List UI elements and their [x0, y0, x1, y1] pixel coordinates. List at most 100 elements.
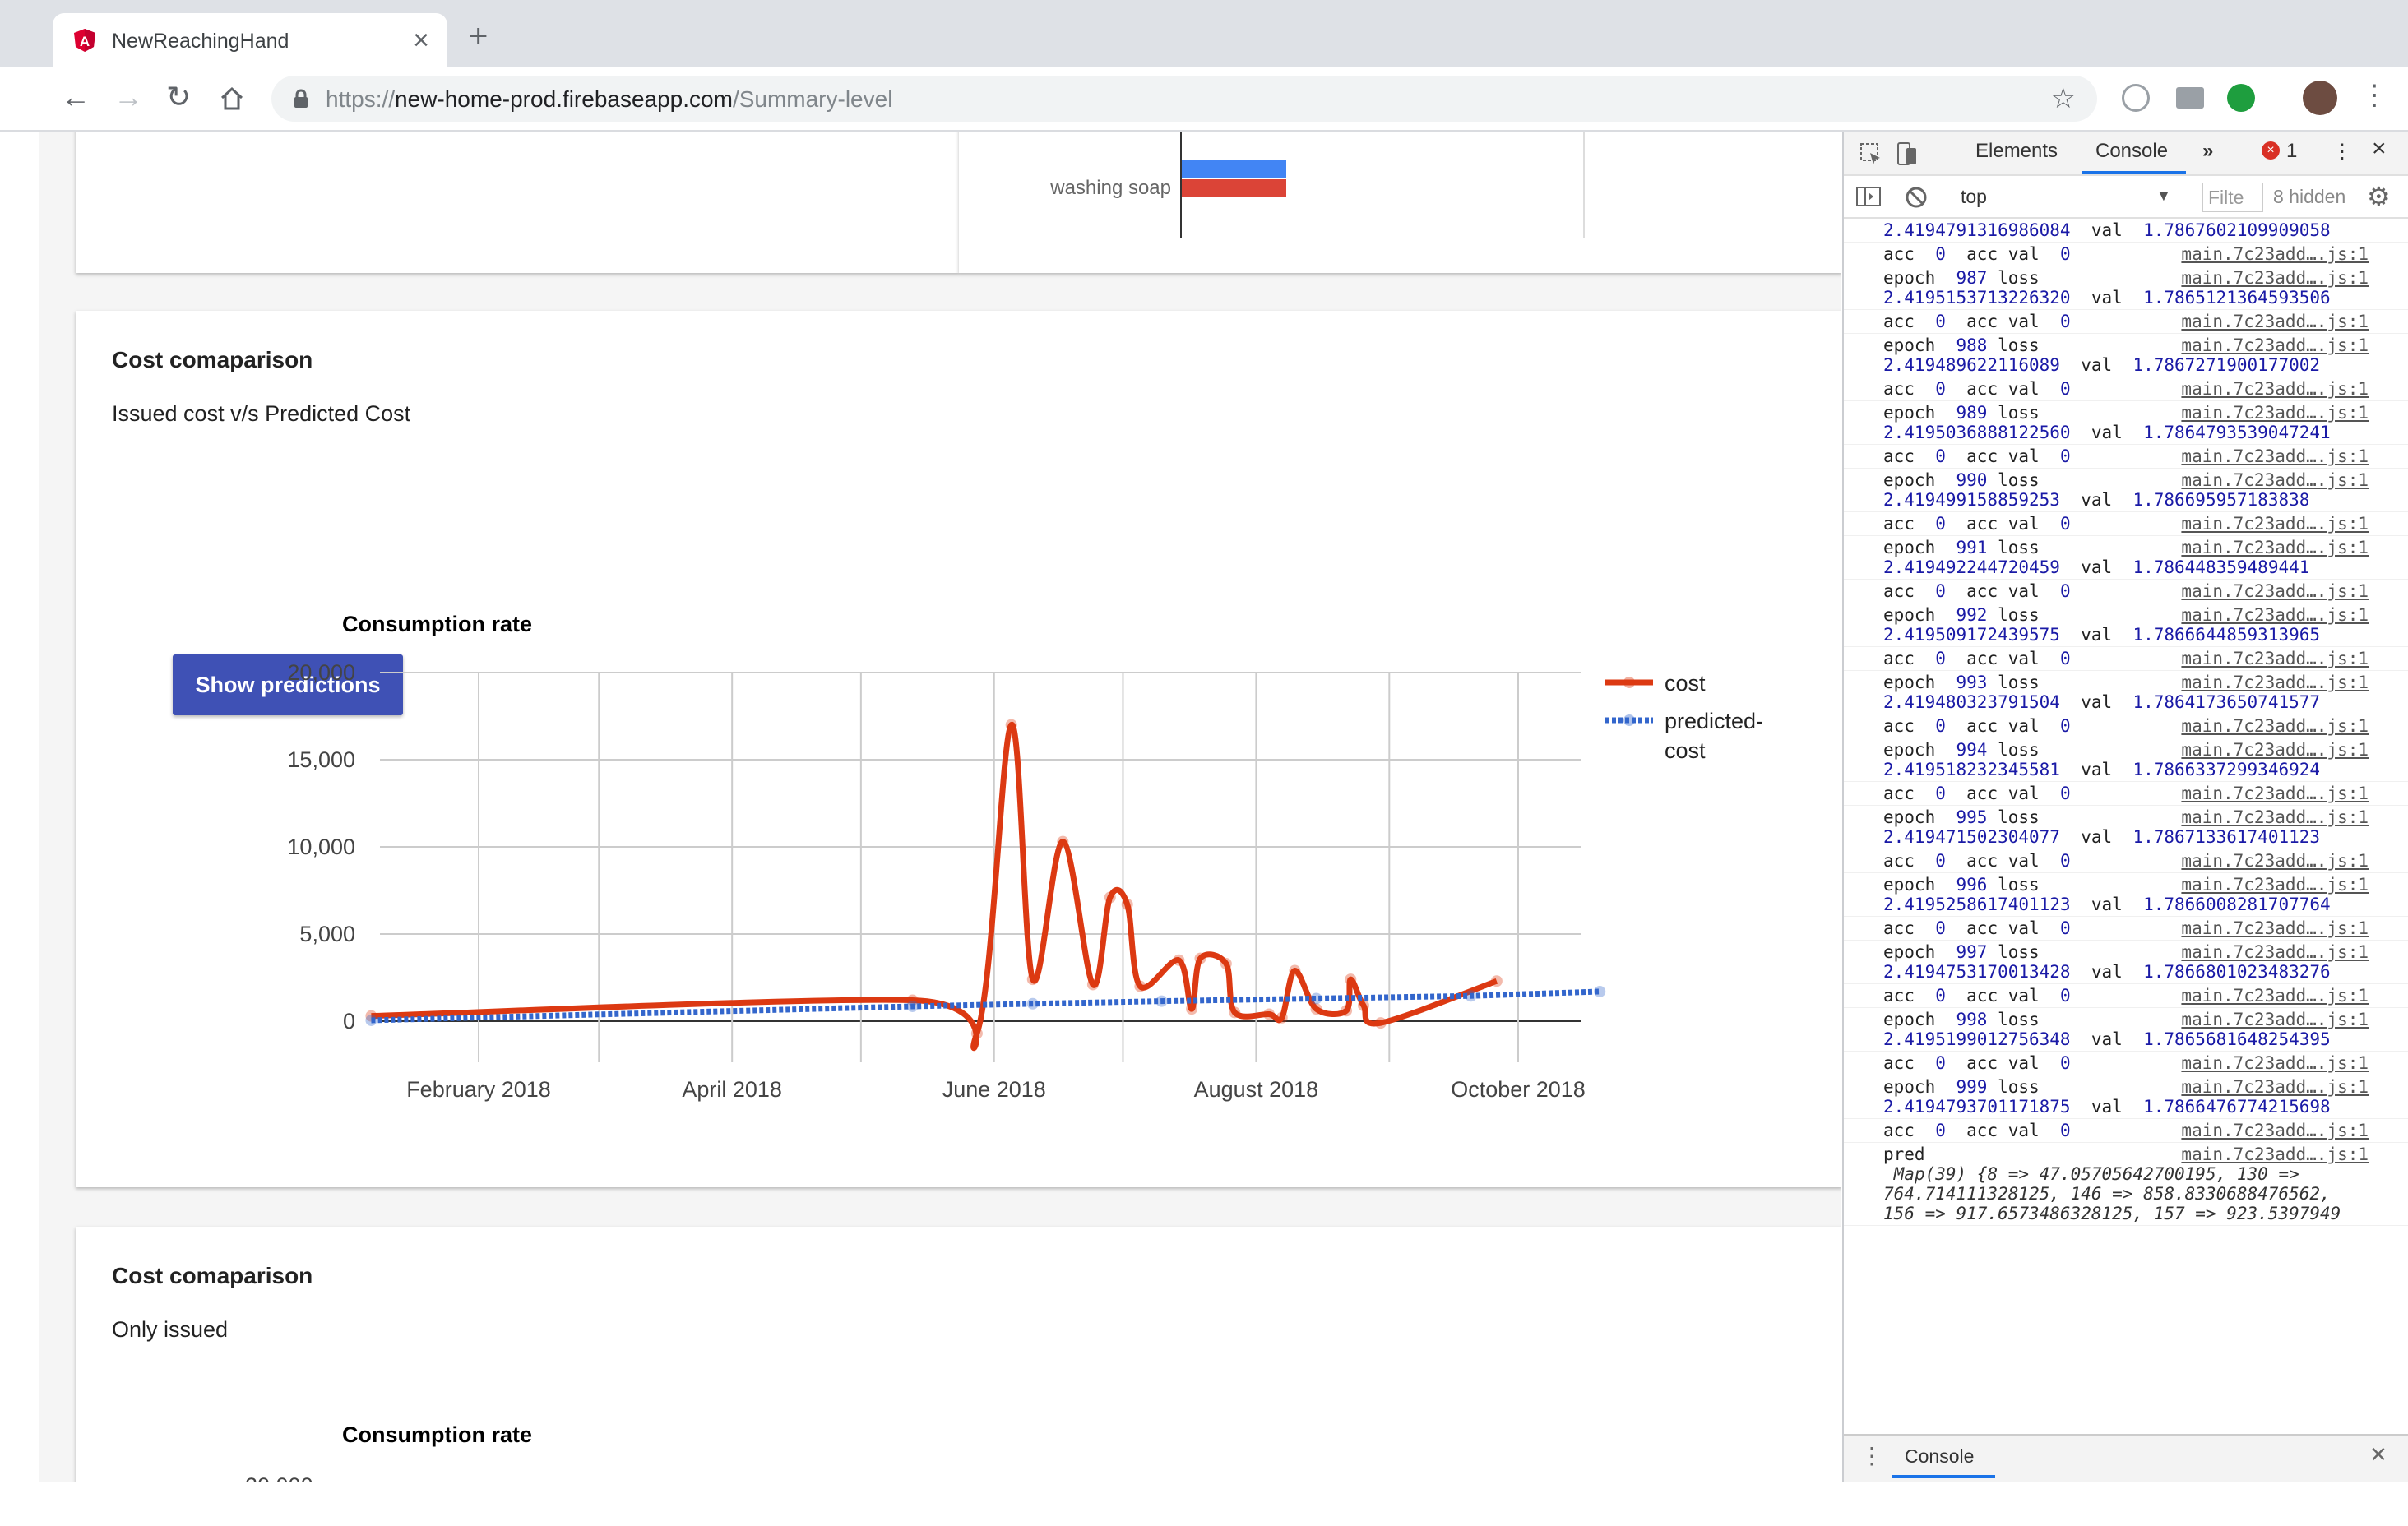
- source-link[interactable]: main.7c23add….js:1: [2181, 740, 2369, 760]
- console-message: epoch 992 loss main.7c23add….js:1 2.41950…: [1844, 603, 2408, 647]
- series-line-predicted-cost: [371, 988, 1600, 1024]
- console-message: pred main.7c23add….js:1 Map(39) {8 => 47.…: [1844, 1143, 2408, 1226]
- source-link[interactable]: main.7c23add….js:1: [2181, 244, 2369, 264]
- source-link[interactable]: main.7c23add….js:1: [2181, 470, 2369, 490]
- forward-icon[interactable]: →: [113, 80, 143, 113]
- browser-toolbar: ← → ↻ https://new-home-prod.firebaseapp.…: [0, 67, 2408, 132]
- console-message: 2.4194791316986084 val 1.786760210990905…: [1844, 219, 2408, 243]
- console-message: epoch 995 loss main.7c23add….js:1 2.41947…: [1844, 806, 2408, 849]
- console-message: acc 0 acc val 0 main.7c23add….js:1: [1844, 984, 2408, 1008]
- devtools-menu-icon[interactable]: ⋮: [2332, 141, 2352, 163]
- source-link[interactable]: main.7c23add….js:1: [2181, 581, 2369, 601]
- console-message: acc 0 acc val 0 main.7c23add….js:1: [1844, 445, 2408, 469]
- drawer-tab-console[interactable]: Console: [1905, 1445, 1975, 1467]
- data-point-cost: [1345, 973, 1357, 986]
- more-tabs-icon[interactable]: »: [2202, 140, 2214, 162]
- reload-icon[interactable]: ↻: [166, 80, 192, 113]
- source-link[interactable]: main.7c23add….js:1: [2181, 986, 2369, 1006]
- data-point-cost: [1229, 1006, 1241, 1019]
- source-link[interactable]: main.7c23add….js:1: [2181, 605, 2369, 625]
- data-point-cost: [1026, 973, 1039, 986]
- url-path: /Summary-level: [732, 86, 893, 112]
- card-title: Cost comaparison: [112, 1263, 313, 1288]
- bar-series-2: [1181, 179, 1286, 197]
- source-link[interactable]: main.7c23add….js:1: [2181, 446, 2369, 466]
- data-point-predicted-cost: [1155, 995, 1168, 1007]
- source-link[interactable]: main.7c23add….js:1: [2181, 875, 2369, 895]
- clear-console-icon[interactable]: [1905, 186, 1928, 209]
- bookmark-star-icon[interactable]: ☆: [2050, 83, 2076, 114]
- source-link[interactable]: main.7c23add….js:1: [2181, 1010, 2369, 1029]
- chrome-menu-icon[interactable]: ⋮: [2360, 80, 2388, 111]
- close-devtools-icon[interactable]: ×: [2372, 135, 2387, 162]
- data-point-cost: [1104, 891, 1116, 904]
- source-link[interactable]: main.7c23add….js:1: [2181, 335, 2369, 355]
- sidebar-toggle-icon[interactable]: [1855, 186, 1882, 207]
- source-link[interactable]: main.7c23add….js:1: [2181, 1144, 2369, 1164]
- device-toolbar-icon[interactable]: [1895, 140, 1919, 168]
- new-tab-button[interactable]: +: [469, 18, 489, 54]
- source-link[interactable]: main.7c23add….js:1: [2181, 918, 2369, 938]
- console-settings-icon[interactable]: ⚙: [2367, 182, 2391, 211]
- card-title: Cost comaparison: [112, 347, 313, 372]
- source-link[interactable]: main.7c23add….js:1: [2181, 538, 2369, 557]
- source-link[interactable]: main.7c23add….js:1: [2181, 673, 2369, 692]
- drawer-menu-icon[interactable]: ⋮: [1860, 1443, 1883, 1468]
- data-point-predicted-cost: [906, 1000, 919, 1012]
- inspect-icon[interactable]: [1859, 141, 1883, 166]
- source-link[interactable]: main.7c23add….js:1: [2181, 716, 2369, 736]
- back-icon[interactable]: ←: [61, 80, 90, 113]
- y-tick-label: 20,000: [245, 1473, 313, 1482]
- error-icon[interactable]: ×: [2262, 141, 2280, 160]
- tab-console[interactable]: Console: [2095, 140, 2169, 162]
- source-link[interactable]: main.7c23add….js:1: [2181, 807, 2369, 827]
- console-message: epoch 993 loss main.7c23add….js:1 2.41948…: [1844, 671, 2408, 714]
- source-link[interactable]: main.7c23add….js:1: [2181, 1053, 2369, 1073]
- angular-icon: A: [74, 29, 95, 52]
- tab-strip: A NewReachingHand × +: [0, 0, 2408, 67]
- home-icon[interactable]: [219, 86, 245, 112]
- avatar[interactable]: [2303, 81, 2337, 115]
- console-message: acc 0 acc val 0 main.7c23add….js:1: [1844, 1119, 2408, 1143]
- skype-extension-icon[interactable]: [2122, 84, 2150, 112]
- source-link[interactable]: main.7c23add….js:1: [2181, 312, 2369, 331]
- grammar-extension-icon[interactable]: [2227, 84, 2255, 112]
- source-link[interactable]: main.7c23add….js:1: [2181, 1077, 2369, 1097]
- console-filter-input[interactable]: Filte: [2202, 183, 2263, 212]
- source-link[interactable]: main.7c23add….js:1: [2181, 784, 2369, 803]
- top-card-right: washing soap: [959, 132, 1841, 273]
- data-point-cost: [970, 1027, 983, 1039]
- source-link[interactable]: main.7c23add….js:1: [2181, 942, 2369, 962]
- svg-text:A: A: [80, 34, 90, 49]
- data-point-cost: [1289, 964, 1301, 977]
- source-link[interactable]: main.7c23add….js:1: [2181, 649, 2369, 668]
- address-bar[interactable]: https://new-home-prod.firebaseapp.com/Su…: [271, 76, 2097, 122]
- console-message: acc 0 acc val 0 main.7c23add….js:1: [1844, 849, 2408, 873]
- tab-elements[interactable]: Elements: [1975, 140, 2058, 162]
- source-link[interactable]: main.7c23add….js:1: [2181, 1121, 2369, 1140]
- chart-title: Consumption rate: [342, 612, 533, 636]
- close-drawer-icon[interactable]: ×: [2370, 1439, 2387, 1470]
- data-point-cost: [1263, 1008, 1276, 1020]
- context-dropdown-icon[interactable]: ▼: [2156, 187, 2171, 204]
- devtools-drawer: ⋮ Console ×: [1844, 1434, 2408, 1482]
- source-link[interactable]: main.7c23add….js:1: [2181, 403, 2369, 423]
- show-predictions-button[interactable]: Show predictions: [173, 654, 403, 715]
- y-tick-label: 20,000: [287, 660, 355, 685]
- source-link[interactable]: main.7c23add….js:1: [2181, 379, 2369, 399]
- top-bar-chart: washing soap: [1049, 132, 1585, 238]
- hidden-count: 8 hidden: [2273, 186, 2346, 207]
- source-link[interactable]: main.7c23add….js:1: [2181, 268, 2369, 288]
- data-point-cost: [1357, 999, 1369, 1011]
- devtools-panel: Elements Console » × 1 ⋮ × top ▼ Filte 8…: [1842, 132, 2408, 1482]
- source-link[interactable]: main.7c23add….js:1: [2181, 514, 2369, 534]
- console-message: acc 0 acc val 0 main.7c23add….js:1: [1844, 1052, 2408, 1075]
- error-count: 1: [2286, 140, 2298, 162]
- card-subtitle: Issued cost v/s Predicted Cost: [112, 401, 411, 426]
- context-select[interactable]: top: [1961, 186, 1987, 207]
- close-tab-icon[interactable]: ×: [413, 25, 429, 56]
- data-point-cost: [1005, 719, 1017, 731]
- screen-extension-icon[interactable]: [2176, 87, 2204, 109]
- browser-tab[interactable]: A NewReachingHand ×: [53, 13, 447, 67]
- source-link[interactable]: main.7c23add….js:1: [2181, 851, 2369, 871]
